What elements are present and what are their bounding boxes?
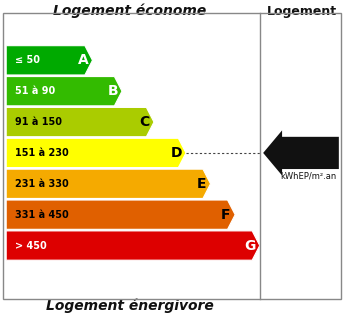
Text: 151 à 230: 151 à 230: [15, 148, 68, 158]
Polygon shape: [6, 46, 93, 75]
Polygon shape: [6, 77, 122, 106]
Text: ≤ 50: ≤ 50: [15, 55, 40, 65]
Text: A: A: [78, 53, 88, 67]
Text: Logement économe: Logement économe: [53, 4, 206, 18]
Polygon shape: [6, 169, 211, 198]
Text: kWhEP/m².an: kWhEP/m².an: [280, 172, 336, 181]
Text: F: F: [221, 208, 230, 222]
Polygon shape: [6, 138, 186, 168]
Text: Logement énergivore: Logement énergivore: [46, 298, 214, 313]
Text: 231 à 330: 231 à 330: [15, 179, 68, 189]
Text: E: E: [196, 177, 206, 191]
Text: G: G: [245, 238, 256, 253]
Text: C: C: [140, 115, 150, 129]
Text: 91 à 150: 91 à 150: [15, 117, 62, 127]
Polygon shape: [6, 107, 154, 137]
Text: 331 à 450: 331 à 450: [15, 210, 68, 220]
Polygon shape: [263, 130, 339, 175]
Text: B: B: [107, 84, 118, 98]
Polygon shape: [6, 231, 260, 260]
Text: Logement: Logement: [267, 4, 337, 18]
Text: > 450: > 450: [15, 241, 46, 250]
Polygon shape: [6, 200, 235, 229]
Text: D: D: [171, 146, 182, 160]
Text: 51 à 90: 51 à 90: [15, 86, 55, 96]
